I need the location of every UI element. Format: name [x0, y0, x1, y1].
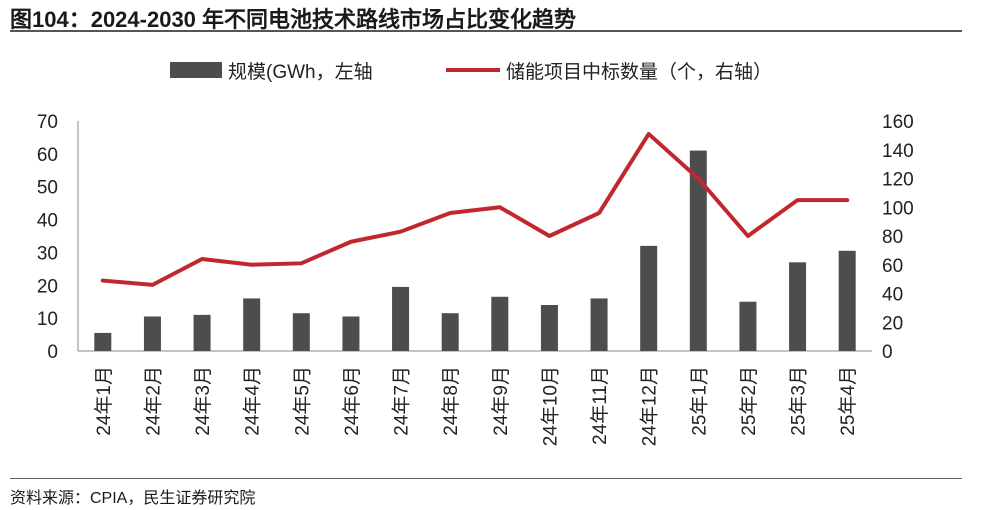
line-point	[101, 279, 105, 283]
bar	[342, 316, 360, 351]
x-tick-label: 24年3月	[192, 366, 214, 436]
line-point	[498, 205, 502, 209]
bar	[193, 314, 211, 351]
legend-bar-label: 规模(GWh，左轴	[228, 61, 373, 83]
bar	[292, 313, 310, 351]
bar	[689, 150, 707, 351]
x-tick-label: 24年2月	[142, 366, 164, 436]
x-tick-label: 24年12月	[639, 366, 661, 446]
title-rule	[10, 30, 962, 32]
x-tick-label: 24年4月	[242, 366, 264, 436]
x-tick-label: 24年11月	[589, 366, 611, 445]
x-tick-label: 24年6月	[341, 366, 363, 436]
source-rule	[10, 478, 962, 479]
y-right-tick-label: 120	[882, 170, 914, 191]
y-left-tick-label: 60	[37, 145, 58, 166]
line-point	[250, 263, 254, 267]
y-right-tick-label: 140	[882, 141, 914, 162]
line-point	[150, 283, 154, 287]
x-tick-label: 24年10月	[539, 366, 561, 446]
bar	[739, 301, 757, 351]
line-point	[796, 198, 800, 202]
bar-series	[94, 150, 856, 351]
line-point	[845, 198, 849, 202]
x-tick-label: 24年9月	[490, 366, 512, 436]
axes: 0 10 20 30 40 50 60 70 0 20 40 60 80 100 120 140 160 24年1…	[37, 112, 914, 446]
y-left-tick-label: 0	[47, 342, 58, 363]
bar	[491, 296, 509, 351]
bar	[838, 250, 856, 351]
bar	[640, 245, 658, 351]
legend-bar-swatch	[170, 62, 222, 78]
y-left-tick-label: 30	[37, 243, 58, 264]
line-point	[696, 177, 700, 180]
x-tick-label: 25年1月	[688, 366, 710, 436]
x-tick-label: 25年2月	[738, 366, 760, 436]
x-tick-label: 24年1月	[93, 366, 115, 436]
y-right-tick-label: 160	[882, 112, 914, 133]
source-note: 资料来源：CPIA，民生证券研究院	[10, 490, 256, 507]
x-tick-label: 25年4月	[837, 366, 859, 436]
y-right-tick-label: 40	[882, 285, 903, 306]
bar	[441, 313, 459, 351]
y-right-tick-label: 20	[882, 313, 903, 334]
line-point	[349, 240, 353, 244]
y-left-tick-label: 20	[37, 276, 58, 297]
legend: 规模(GWh，左轴 储能项目中标数量（个，右轴）	[170, 61, 772, 83]
y-right-tick-label: 60	[882, 256, 903, 277]
y-right-tick-label: 80	[882, 227, 903, 248]
line-point	[200, 257, 204, 261]
x-tick-label: 24年7月	[391, 366, 413, 436]
line-point	[597, 211, 601, 215]
line-point	[547, 234, 551, 238]
chart-title: 图104：2024-2030 年不同电池技术路线市场占比变化趋势	[10, 7, 577, 32]
bar	[540, 305, 558, 351]
bar	[590, 298, 608, 351]
bar	[243, 298, 261, 351]
line-point	[647, 132, 651, 136]
bar	[789, 262, 807, 351]
line-point	[299, 261, 303, 265]
y-left-tick-label: 10	[37, 309, 58, 330]
x-tick-label: 25年3月	[788, 366, 810, 436]
line-point	[448, 211, 452, 215]
x-tick-label: 24年8月	[440, 366, 462, 436]
line-point	[746, 234, 750, 238]
bar	[392, 286, 410, 351]
legend-line-label: 储能项目中标数量（个，右轴）	[506, 61, 772, 83]
y-left-tick-label: 50	[37, 178, 58, 199]
y-left-tick-label: 70	[37, 112, 58, 133]
y-right-tick-label: 0	[882, 342, 893, 363]
y-right-tick-label: 100	[882, 198, 914, 219]
x-tick-label: 24年5月	[291, 366, 313, 436]
bar	[143, 316, 161, 351]
y-left-tick-label: 40	[37, 211, 58, 232]
line-point	[399, 230, 403, 234]
line-path	[100, 131, 850, 287]
bar	[94, 332, 112, 351]
line-series	[100, 131, 850, 287]
